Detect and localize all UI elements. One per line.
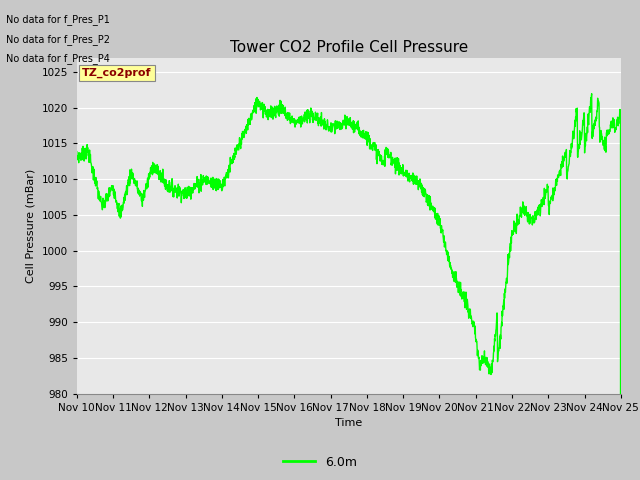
X-axis label: Time: Time <box>335 418 362 428</box>
Text: TZ_co2prof: TZ_co2prof <box>82 68 152 78</box>
Title: Tower CO2 Profile Cell Pressure: Tower CO2 Profile Cell Pressure <box>230 40 468 55</box>
Text: No data for f_Pres_P4: No data for f_Pres_P4 <box>6 53 110 64</box>
Legend: 6.0m: 6.0m <box>278 451 362 474</box>
Text: No data for f_Pres_P1: No data for f_Pres_P1 <box>6 14 110 25</box>
Text: No data for f_Pres_P2: No data for f_Pres_P2 <box>6 34 111 45</box>
Y-axis label: Cell Pressure (mBar): Cell Pressure (mBar) <box>26 168 36 283</box>
